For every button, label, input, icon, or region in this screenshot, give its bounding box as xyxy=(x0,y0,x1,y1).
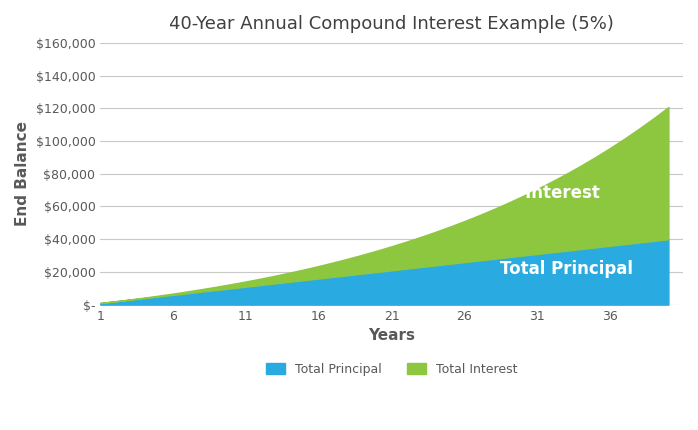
Text: Total Principal: Total Principal xyxy=(500,260,633,278)
Legend: Total Principal, Total Interest: Total Principal, Total Interest xyxy=(261,358,522,381)
Y-axis label: End Balance: End Balance xyxy=(15,121,30,226)
X-axis label: Years: Years xyxy=(368,328,415,343)
Text: Total Interest: Total Interest xyxy=(475,184,600,203)
Title: 40-Year Annual Compound Interest Example (5%): 40-Year Annual Compound Interest Example… xyxy=(169,15,614,33)
